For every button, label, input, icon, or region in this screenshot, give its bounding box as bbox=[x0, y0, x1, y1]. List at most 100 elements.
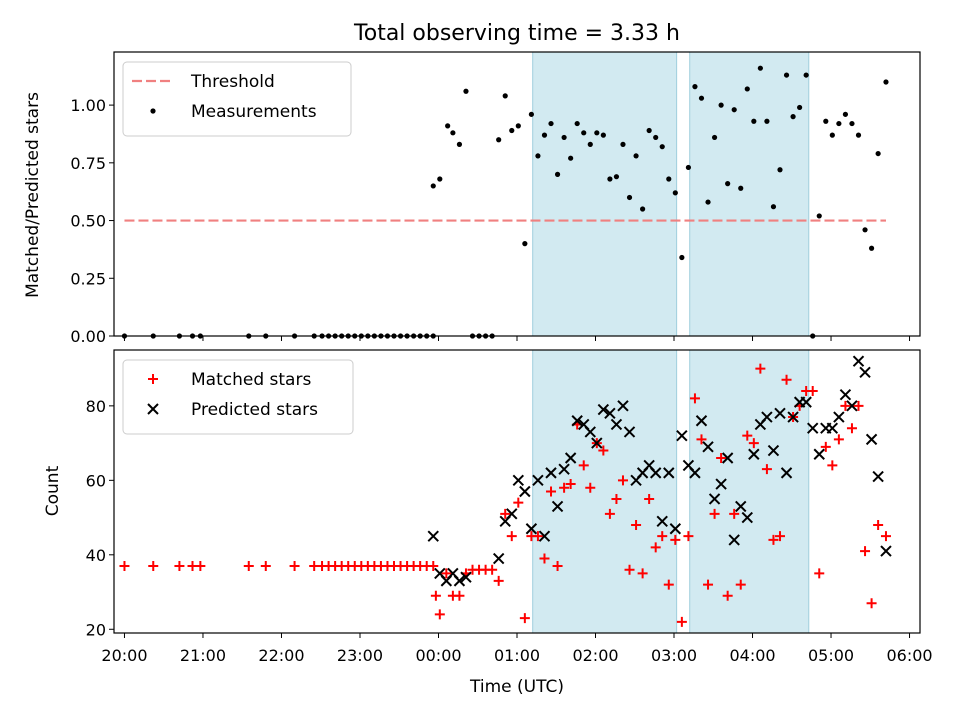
x-tick-label: 01:00 bbox=[494, 646, 540, 665]
bottom-matched-stars-point-64 bbox=[670, 534, 681, 545]
bottom-predicted-stars-point-13 bbox=[538, 530, 551, 542]
top-measurements-point-37 bbox=[496, 137, 502, 143]
bottom-y-tick-label: 20 bbox=[86, 620, 106, 639]
bottom-matched-stars-point-80 bbox=[774, 531, 785, 542]
bottom-matched-stars-point-59 bbox=[637, 568, 648, 579]
x-tick-label: 20:00 bbox=[101, 646, 147, 665]
top-legend-measurements-swatch bbox=[150, 108, 156, 114]
bottom-predicted-stars-point-12 bbox=[532, 474, 544, 487]
bottom-predicted-stars-point-34 bbox=[676, 429, 688, 442]
bottom-matched-stars-point-86 bbox=[814, 568, 825, 579]
top-measurements-point-74 bbox=[738, 185, 744, 191]
bottom-matched-stars-point-93 bbox=[860, 546, 871, 557]
bottom-predicted-stars-point-41 bbox=[721, 452, 734, 464]
bottom-matched-stars-point-6 bbox=[260, 560, 271, 571]
bottom-predicted-stars-point-59 bbox=[839, 388, 852, 401]
x-tick-label: 03:00 bbox=[651, 646, 697, 665]
bottom-predicted-stars-point-18 bbox=[571, 415, 583, 427]
x-tick-label: 06:00 bbox=[886, 646, 932, 665]
bottom-matched-stars-point-27 bbox=[430, 590, 441, 601]
top-measurements-point-78 bbox=[764, 118, 770, 124]
top-measurements-point-89 bbox=[836, 120, 842, 127]
top-measurements-point-93 bbox=[862, 227, 868, 233]
top-legend-threshold-label: Threshold bbox=[190, 72, 275, 92]
bottom-predicted-stars-point-16 bbox=[558, 463, 570, 475]
bottom-matched-stars-point-26 bbox=[428, 560, 439, 571]
top-measurements-point-43 bbox=[535, 153, 541, 159]
bottom-matched-stars-point-78 bbox=[761, 464, 772, 475]
bottom-matched-stars-point-74 bbox=[735, 579, 746, 590]
top-measurements-point-50 bbox=[581, 130, 587, 136]
bottom-predicted-stars-point-30 bbox=[649, 467, 662, 479]
bottom-matched-stars-point-73 bbox=[729, 508, 740, 519]
bottom-matched-stars-point-96 bbox=[880, 531, 891, 542]
bottom-matched-stars-point-81 bbox=[781, 374, 792, 385]
bottom-predicted-stars-point-44 bbox=[741, 511, 753, 524]
bottom-predicted-stars-point-60 bbox=[846, 400, 858, 412]
bottom-matched-stars-point-41 bbox=[519, 613, 530, 624]
bottom-matched-stars-point-70 bbox=[709, 508, 720, 519]
top-measurements-point-30 bbox=[450, 130, 456, 136]
bottom-matched-stars-point-88 bbox=[827, 460, 838, 471]
top-measurements-point-94 bbox=[868, 245, 875, 251]
top-measurements-point-84 bbox=[803, 72, 809, 78]
bottom-predicted-stars-point-21 bbox=[591, 437, 603, 449]
bottom-matched-stars-point-31 bbox=[454, 590, 465, 601]
x-tick-label: 23:00 bbox=[337, 646, 383, 665]
bottom-matched-stars-point-0 bbox=[119, 560, 130, 571]
top-measurements-point-92 bbox=[855, 132, 862, 138]
bottom-matched-stars-point-61 bbox=[650, 542, 661, 553]
top-y-tick-label: 0.25 bbox=[70, 269, 106, 288]
bottom-matched-stars-point-91 bbox=[846, 423, 857, 434]
bottom-matched-stars-point-28 bbox=[434, 609, 445, 620]
top-measurements-point-73 bbox=[731, 107, 737, 113]
top-measurements-point-64 bbox=[672, 190, 678, 196]
bottom-matched-stars-point-50 bbox=[578, 460, 589, 471]
top-measurements-point-49 bbox=[574, 120, 580, 127]
top-y-tick-label: 1.00 bbox=[70, 96, 106, 115]
bottom-matched-stars-point-55 bbox=[611, 493, 622, 504]
bottom-predicted-stars-point-43 bbox=[735, 500, 747, 513]
x-axis-label: Time (UTC) bbox=[469, 677, 564, 697]
bottom-observing-window-2 bbox=[689, 350, 809, 633]
bottom-predicted-stars-point-17 bbox=[564, 452, 577, 464]
top-measurements-point-91 bbox=[849, 120, 855, 127]
top-measurements-point-95 bbox=[875, 150, 881, 157]
bottom-predicted-stars-point-37 bbox=[695, 415, 708, 427]
bottom-predicted-stars-point-26 bbox=[623, 426, 636, 438]
bottom-predicted-stars-point-62 bbox=[859, 366, 871, 379]
top-measurements-point-79 bbox=[770, 204, 777, 210]
top-measurements-point-32 bbox=[463, 88, 469, 94]
top-measurements-point-58 bbox=[633, 153, 639, 159]
top-measurements-point-80 bbox=[777, 167, 783, 173]
top-y-tick-label: 0.75 bbox=[70, 154, 106, 173]
top-measurements-point-55 bbox=[613, 174, 620, 180]
bottom-predicted-stars-point-48 bbox=[767, 444, 780, 457]
top-measurements-point-29 bbox=[445, 123, 451, 129]
top-y-tick-label: 0.50 bbox=[70, 212, 106, 231]
top-measurements-point-61 bbox=[653, 134, 659, 141]
top-measurements-point-63 bbox=[666, 176, 672, 182]
top-measurements-point-86 bbox=[816, 213, 822, 219]
top-measurements-point-70 bbox=[711, 134, 718, 141]
bottom-predicted-stars-point-63 bbox=[865, 433, 878, 446]
top-legend-box bbox=[122, 61, 352, 137]
bottom-predicted-stars-point-32 bbox=[663, 467, 675, 479]
bottom-matched-stars-point-2 bbox=[174, 560, 185, 571]
bottom-matched-stars-point-89 bbox=[833, 434, 844, 445]
top-measurements-point-82 bbox=[790, 114, 796, 120]
top-legend-measurements-label: Measurements bbox=[191, 102, 317, 122]
top-measurements-point-71 bbox=[718, 102, 724, 108]
bottom-matched-stars-point-5 bbox=[243, 560, 254, 571]
top-measurements-point-60 bbox=[646, 127, 652, 134]
top-measurements-point-77 bbox=[757, 65, 763, 71]
top-measurements-point-65 bbox=[679, 254, 685, 261]
bottom-predicted-stars-point-64 bbox=[872, 470, 884, 483]
bottom-matched-stars-point-60 bbox=[644, 493, 655, 504]
top-measurements-point-44 bbox=[541, 132, 548, 138]
top-measurements-point-75 bbox=[744, 86, 750, 92]
top-observing-window-1 bbox=[532, 52, 677, 336]
top-y-axis-label: Matched/Predicted stars bbox=[23, 92, 43, 298]
bottom-predicted-stars-point-53 bbox=[800, 396, 812, 408]
